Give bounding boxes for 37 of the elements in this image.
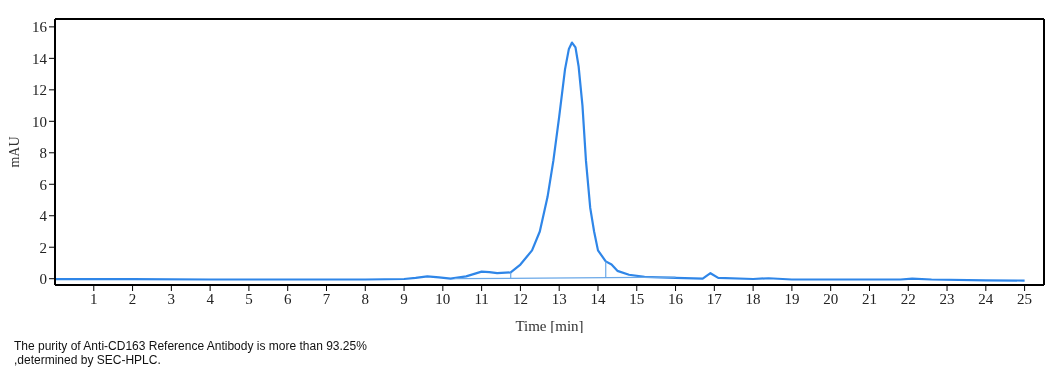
- x-tick-label: 20: [823, 290, 839, 307]
- x-tick-label: 8: [361, 290, 370, 307]
- x-tick-label: 12: [512, 290, 528, 307]
- x-tick-label: 16: [668, 290, 684, 307]
- x-tick-label: 21: [861, 290, 877, 307]
- y-tick-label: 6: [39, 176, 48, 193]
- y-tick-label: 0: [39, 271, 47, 288]
- x-tick-label: 3: [167, 290, 176, 307]
- x-tick-label: 13: [551, 290, 567, 307]
- x-tick-label: 6: [283, 290, 292, 307]
- x-tick-label: 23: [939, 290, 955, 307]
- x-tick-label: 17: [706, 290, 723, 307]
- y-tick-label: 4: [39, 208, 48, 225]
- y-tick-label: 16: [32, 19, 48, 36]
- x-tick-label: 19: [784, 290, 800, 307]
- x-tick-label: 24: [978, 290, 994, 307]
- y-axis-title: mAU: [6, 136, 22, 168]
- y-tick-label: 8: [39, 145, 47, 162]
- x-tick-label: 15: [629, 290, 645, 307]
- y-tick-label: 2: [39, 239, 47, 256]
- y-tick-label: 10: [32, 113, 47, 130]
- y-tick-label: 12: [32, 82, 47, 99]
- x-tick-label: 14: [590, 290, 606, 307]
- x-tick-label: 5: [245, 290, 253, 307]
- x-tick-label: 4: [206, 290, 215, 307]
- x-tick-label: 18: [745, 290, 761, 307]
- y-tick-label: 14: [32, 50, 48, 67]
- x-tick-label: 11: [474, 290, 489, 307]
- x-tick-label: 2: [128, 290, 137, 307]
- x-tick-label: 7: [322, 290, 331, 307]
- x-tick-label: 1: [90, 290, 98, 307]
- x-tick-label: 10: [435, 290, 451, 307]
- x-axis-title: Time [min]: [515, 318, 584, 334]
- x-tick-label: 9: [400, 290, 408, 307]
- x-tick-label: 25: [1017, 290, 1033, 307]
- x-tick-label: 22: [900, 290, 916, 307]
- text: The purity of Anti-CD163 Reference Antibody is more than 93.25% ,determined by SEC-HPLC.: [14, 339, 368, 367]
